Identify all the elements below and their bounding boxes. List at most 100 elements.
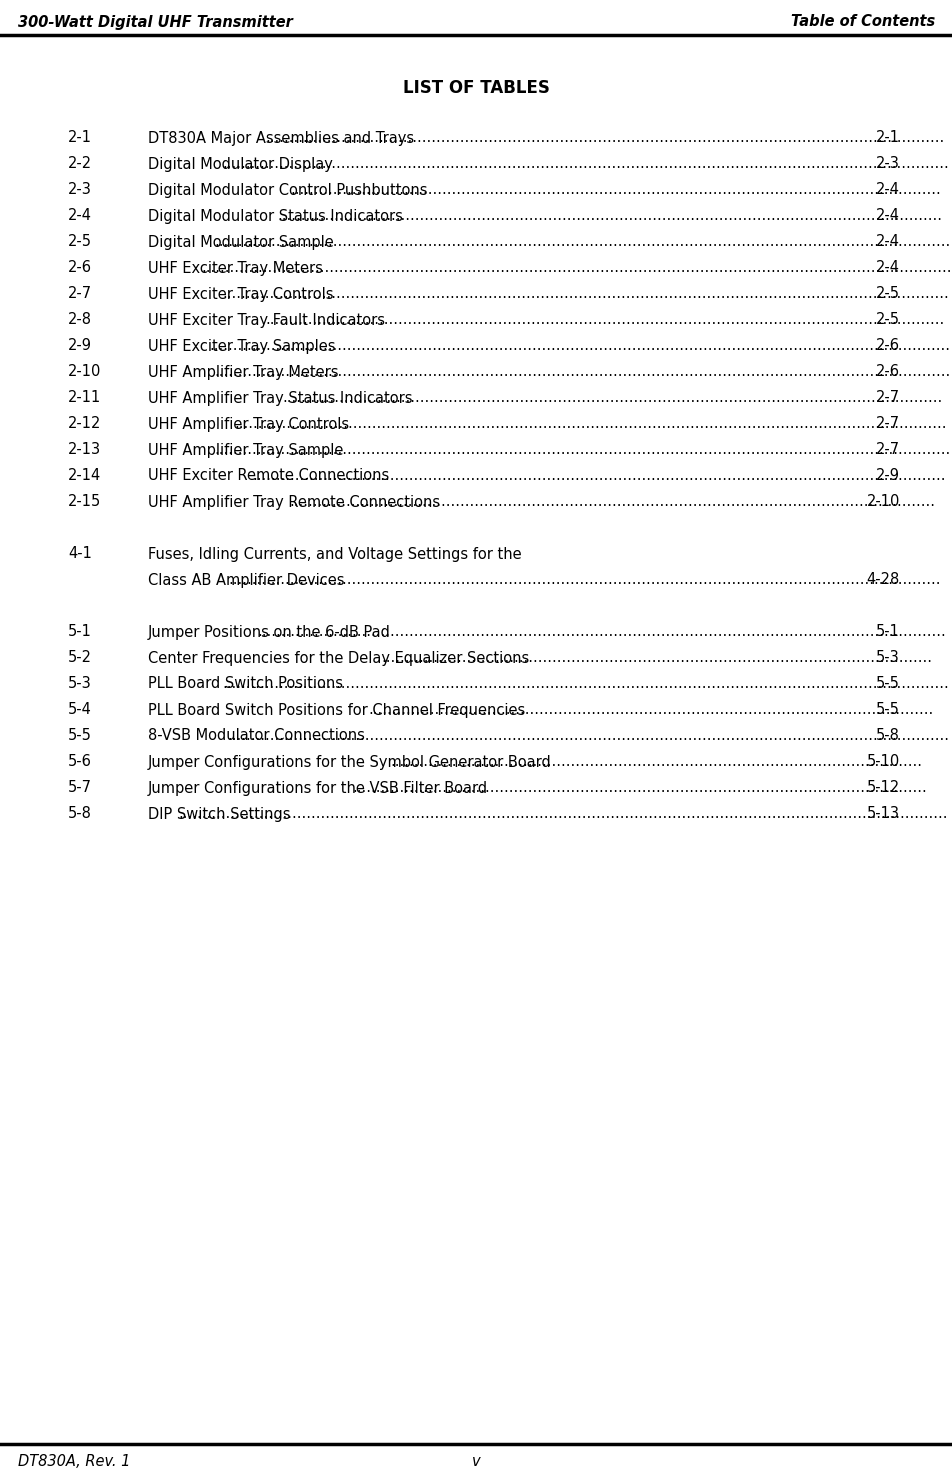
Text: ................................................................................: ........................................…	[227, 729, 948, 744]
Text: DT830A, Rev. 1: DT830A, Rev. 1	[18, 1454, 130, 1470]
Text: 2-4: 2-4	[875, 235, 899, 250]
Text: 5-13: 5-13	[866, 806, 899, 821]
Text: ................................................................................: ........................................…	[381, 651, 931, 666]
Text: 5-10: 5-10	[865, 754, 899, 769]
Text: ................................................................................: ........................................…	[252, 469, 944, 484]
Text: ................................................................................: ........................................…	[178, 806, 946, 821]
Text: 2-15: 2-15	[68, 494, 101, 509]
Text: ................................................................................: ........................................…	[352, 781, 926, 796]
Text: 2-4: 2-4	[875, 209, 899, 223]
Text: UHF Amplifier Tray Meters: UHF Amplifier Tray Meters	[148, 364, 338, 380]
Text: Jumper Configurations for the Symbol Generator Board: Jumper Configurations for the Symbol Gen…	[148, 754, 556, 769]
Text: UHF Exciter Tray Fault Indicators: UHF Exciter Tray Fault Indicators	[148, 312, 385, 327]
Text: 5-3: 5-3	[68, 676, 91, 692]
Text: 2-6: 2-6	[875, 339, 899, 353]
Text: Digital Modulator Status Indicators: Digital Modulator Status Indicators	[148, 209, 403, 223]
Text: Fuses, Idling Currents, and Voltage Settings for the: Fuses, Idling Currents, and Voltage Sett…	[148, 547, 521, 562]
Text: 5-3: 5-3	[875, 651, 899, 666]
Text: 2-12: 2-12	[68, 417, 101, 432]
Text: ................................................................................: ........................................…	[289, 182, 940, 198]
Text: LIST OF TABLES: LIST OF TABLES	[403, 78, 549, 98]
Text: 2-4: 2-4	[875, 182, 899, 198]
Text: 5-4: 5-4	[68, 703, 91, 717]
Text: 5-1: 5-1	[68, 624, 91, 639]
Text: Digital Modulator Display: Digital Modulator Display	[148, 157, 337, 172]
Text: UHF Exciter Tray Controls: UHF Exciter Tray Controls	[148, 287, 338, 302]
Text: ................................................................................: ........................................…	[222, 157, 947, 172]
Text: ................................................................................: ........................................…	[277, 209, 942, 223]
Text: 5-6: 5-6	[68, 754, 91, 769]
Text: ................................................................................: ........................................…	[214, 364, 950, 380]
Text: UHF Amplifier Tray Controls: UHF Amplifier Tray Controls	[148, 417, 353, 432]
Text: ................................................................................: ........................................…	[202, 260, 951, 275]
Text: 5-2: 5-2	[68, 651, 92, 666]
Text: Jumper Configurations for the VSB Filter Board: Jumper Configurations for the VSB Filter…	[148, 781, 492, 796]
Text: DIP Switch Settings: DIP Switch Settings	[148, 806, 290, 821]
Text: 2-7: 2-7	[875, 417, 899, 432]
Text: DT830A Major Assemblies and Trays: DT830A Major Assemblies and Trays	[148, 130, 414, 145]
Text: 2-4: 2-4	[68, 209, 92, 223]
Text: 8-VSB Modulator Connections: 8-VSB Modulator Connections	[148, 729, 365, 744]
Text: 4-28: 4-28	[865, 572, 899, 587]
Text: Digital Modulator Sample: Digital Modulator Sample	[148, 235, 338, 250]
Text: ................................................................................: ........................................…	[389, 754, 922, 769]
Text: 2-14: 2-14	[68, 469, 101, 484]
Text: 5-8: 5-8	[68, 806, 91, 821]
Text: 5-12: 5-12	[865, 781, 899, 796]
Text: ................................................................................: ........................................…	[222, 676, 947, 692]
Text: 2-3: 2-3	[875, 157, 899, 172]
Text: UHF Exciter Tray Meters: UHF Exciter Tray Meters	[148, 260, 323, 275]
Text: 4-1: 4-1	[68, 547, 91, 562]
Text: 300-Watt Digital UHF Transmitter: 300-Watt Digital UHF Transmitter	[18, 15, 292, 30]
Text: ................................................................................: ........................................…	[265, 130, 943, 145]
Text: 2-10: 2-10	[865, 494, 899, 509]
Text: 2-4: 2-4	[875, 260, 899, 275]
Text: Table of Contents: Table of Contents	[790, 15, 934, 30]
Text: v: v	[471, 1454, 481, 1470]
Text: PLL Board Switch Positions for Channel Frequencies: PLL Board Switch Positions for Channel F…	[148, 703, 525, 717]
Text: ................................................................................: ........................................…	[257, 624, 945, 639]
Text: ................................................................................: ........................................…	[222, 287, 947, 302]
Text: ................................................................................: ........................................…	[209, 339, 949, 353]
Text: 2-6: 2-6	[68, 260, 92, 275]
Text: PLL Board Switch Positions: PLL Board Switch Positions	[148, 676, 343, 692]
Text: UHF Amplifier Tray Sample: UHF Amplifier Tray Sample	[148, 442, 343, 457]
Text: 5-7: 5-7	[68, 781, 92, 796]
Text: 5-1: 5-1	[875, 624, 899, 639]
Text: Class AB Amplifier Devices: Class AB Amplifier Devices	[148, 572, 348, 587]
Text: ................................................................................: ........................................…	[228, 572, 940, 587]
Text: 2-2: 2-2	[68, 157, 92, 172]
Text: Center Frequencies for the Delay Equalizer Sections: Center Frequencies for the Delay Equaliz…	[148, 651, 533, 666]
Text: ................................................................................: ........................................…	[265, 312, 943, 327]
Text: 2-8: 2-8	[68, 312, 92, 327]
Text: ................................................................................: ........................................…	[368, 703, 933, 717]
Text: ................................................................................: ........................................…	[214, 235, 950, 250]
Text: 2-11: 2-11	[68, 390, 101, 405]
Text: UHF Exciter Tray Samples: UHF Exciter Tray Samples	[148, 339, 335, 353]
Text: 2-9: 2-9	[875, 469, 899, 484]
Text: Jumper Positions on the 6-dB Pad: Jumper Positions on the 6-dB Pad	[148, 624, 390, 639]
Text: 2-7: 2-7	[68, 287, 92, 302]
Text: 2-6: 2-6	[875, 364, 899, 380]
Text: 2-1: 2-1	[68, 130, 92, 145]
Text: 2-5: 2-5	[875, 312, 899, 327]
Text: 5-5: 5-5	[875, 676, 899, 692]
Text: UHF Amplifier Tray Status Indicators: UHF Amplifier Tray Status Indicators	[148, 390, 412, 405]
Text: 2-5: 2-5	[875, 287, 899, 302]
Text: 2-3: 2-3	[68, 182, 91, 198]
Text: 2-13: 2-13	[68, 442, 101, 457]
Text: ................................................................................: ........................................…	[283, 390, 942, 405]
Text: 2-5: 2-5	[68, 235, 92, 250]
Text: 2-7: 2-7	[875, 442, 899, 457]
Text: 5-5: 5-5	[875, 703, 899, 717]
Text: Digital Modulator Control Pushbuttons: Digital Modulator Control Pushbuttons	[148, 182, 427, 198]
Text: 2-7: 2-7	[875, 390, 899, 405]
Text: ................................................................................: ........................................…	[234, 417, 946, 432]
Text: 5-5: 5-5	[68, 729, 91, 744]
Text: 2-1: 2-1	[875, 130, 899, 145]
Text: 5-8: 5-8	[875, 729, 899, 744]
Text: 2-10: 2-10	[68, 364, 101, 380]
Text: UHF Amplifier Tray Remote Connections: UHF Amplifier Tray Remote Connections	[148, 494, 440, 509]
Text: 2-9: 2-9	[68, 339, 92, 353]
Text: ................................................................................: ........................................…	[288, 494, 934, 509]
